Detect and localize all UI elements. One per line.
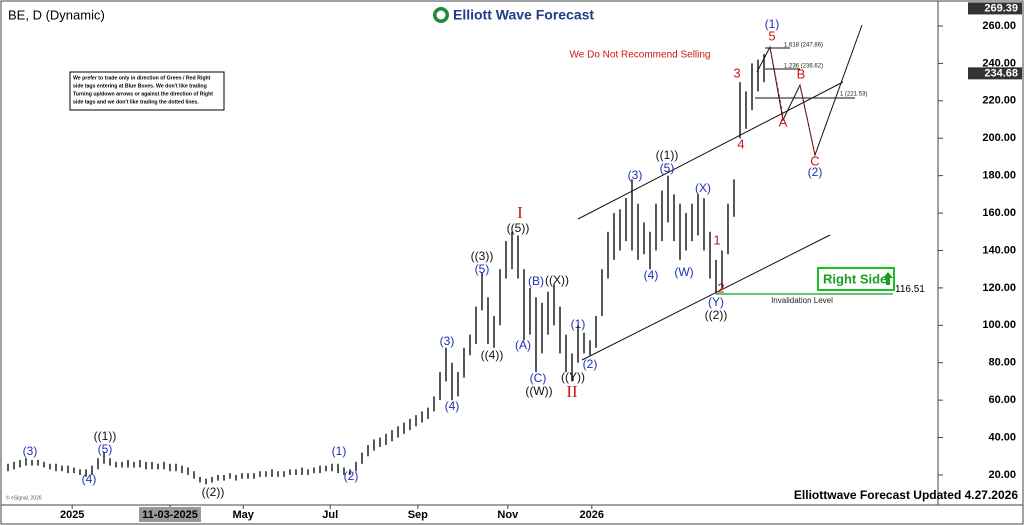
wave-label: (W) — [674, 265, 693, 279]
note-line: Turning up/down arrows or against the di… — [73, 91, 213, 97]
wave-label: 1 — [713, 232, 720, 247]
price-tag-box — [968, 67, 1022, 80]
y-tick-label: 200.00 — [982, 132, 1016, 144]
wave-label: (Y) — [708, 295, 724, 309]
y-tick-label: 100.00 — [982, 319, 1016, 331]
wave-label: (3) — [628, 168, 643, 182]
copyright: © eSignal, 2026 — [6, 494, 42, 501]
wave-label: (2) — [808, 165, 823, 179]
right-side-arrow — [883, 272, 893, 285]
wave-label: (X) — [695, 181, 711, 195]
wave-label: ((3)) — [471, 249, 494, 263]
x-tick-label: Sep — [408, 509, 428, 521]
crosshair-date-box — [139, 507, 201, 522]
y-tick-label: 240.00 — [982, 57, 1016, 69]
x-tick-label: 11-03-2025 — [142, 509, 198, 521]
wave-label: (1) — [332, 444, 347, 458]
note-box — [69, 71, 225, 111]
right-side-box — [817, 267, 895, 291]
wave-label: (C) — [530, 371, 547, 385]
projection-line — [756, 24, 863, 157]
fib-label: 1 (221.53) — [840, 92, 867, 98]
price-tag-box — [968, 2, 1022, 15]
x-tick-label: 2025 — [60, 509, 84, 521]
y-tick-label: 140.00 — [982, 244, 1016, 256]
wave-label: C — [810, 153, 819, 168]
x-tick-label: 2026 — [580, 509, 604, 521]
x-tick-label: Jul — [322, 509, 338, 521]
y-tick-label: 80.00 — [988, 357, 1016, 369]
wave-label: II — [566, 382, 578, 401]
wave-label: (1) — [765, 17, 780, 31]
wave-label: (1) — [571, 317, 586, 331]
price-tag: 269.39 — [984, 2, 1018, 14]
wave-label: 2 — [717, 280, 724, 295]
wave-label: I — [517, 203, 523, 222]
footer: Elliottwave Forecast Updated 4.27.2026 — [794, 488, 1018, 502]
warning: We Do Not Recommend Selling — [570, 50, 711, 61]
wave-label: (5) — [98, 442, 113, 456]
fib-label: 1.236 (236.62) — [784, 64, 823, 70]
y-tick-label: 180.00 — [982, 170, 1016, 182]
wave-label: ((1)) — [94, 429, 117, 443]
wave-label: (5) — [475, 262, 490, 276]
wave-label: (4) — [445, 399, 460, 413]
wave-label: (5) — [660, 161, 675, 175]
logo-icon-inner — [436, 10, 446, 20]
wave-label: (B) — [528, 274, 544, 288]
price-tag: 234.68 — [984, 67, 1018, 79]
wave-label: (2) — [344, 469, 359, 483]
wave-label: 4 — [737, 136, 744, 151]
y-tick-label: 160.00 — [982, 207, 1016, 219]
price-tag: 116.51 — [895, 284, 925, 295]
chart-title: BE, D (Dynamic) — [8, 7, 105, 22]
wave-label: ((2)) — [705, 308, 728, 322]
y-tick-label: 60.00 — [988, 394, 1016, 406]
invalidation-label: Invalidation Level — [771, 296, 833, 305]
wave-label: (3) — [23, 444, 38, 458]
wave-label: (4) — [644, 268, 659, 282]
wave-label: ((1)) — [656, 148, 679, 162]
y-tick-label: 20.00 — [988, 469, 1016, 481]
wave-label: ((Y)) — [561, 370, 585, 384]
x-tick-label: May — [232, 509, 254, 521]
right-side-label: Right Side — [823, 271, 887, 286]
wave-label: 5 — [768, 28, 775, 43]
wave-label: (A) — [515, 338, 531, 352]
note-line: We prefer to trade only in direction of … — [73, 75, 211, 81]
logo: Elliott Wave Forecast — [453, 7, 594, 23]
wave-label: ((W)) — [525, 384, 552, 398]
note-line: side tags entering at Blue Boxes. We don… — [73, 83, 207, 89]
y-tick-label: 220.00 — [982, 95, 1016, 107]
note-line: side tags and we don't like trading the … — [73, 99, 199, 105]
wave-label: (3) — [440, 334, 455, 348]
wave-label: A — [779, 114, 788, 129]
channel-line — [581, 234, 831, 361]
y-tick-label: 40.00 — [988, 431, 1016, 443]
x-tick-label: Nov — [497, 509, 519, 521]
wave-label: B — [797, 66, 806, 81]
wave-label: (2) — [583, 357, 598, 371]
wave-label: ((X)) — [545, 273, 569, 287]
wave-label: ((5)) — [507, 221, 530, 235]
y-tick-label: 120.00 — [982, 282, 1016, 294]
wave-label: ((2)) — [202, 485, 225, 499]
wave-label: 3 — [733, 65, 740, 80]
wave-label: ((4)) — [481, 348, 504, 362]
channel-line — [577, 81, 844, 220]
y-tick-label: 260.00 — [982, 20, 1016, 32]
fib-label: 1.618 (247.86) — [784, 43, 823, 49]
wave-label: (4) — [82, 472, 97, 486]
